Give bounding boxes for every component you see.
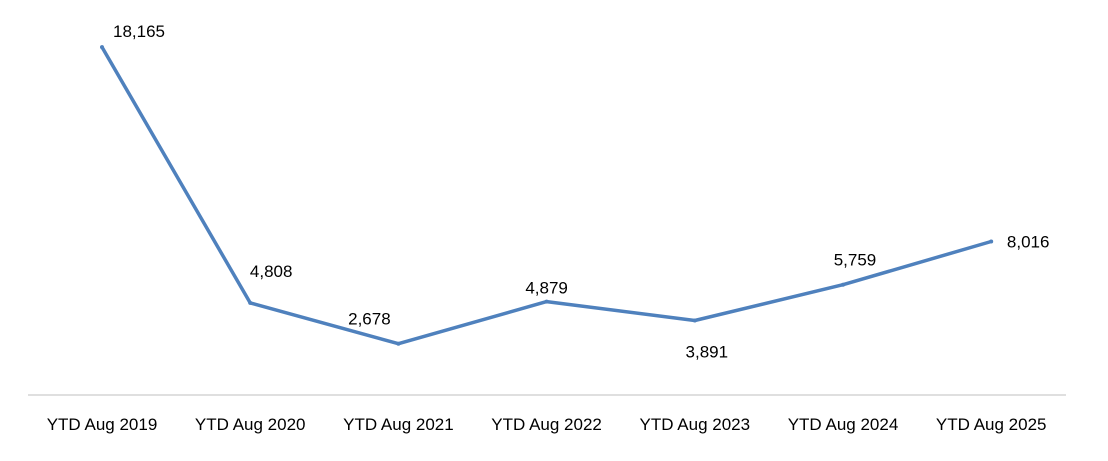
data-label: 4,808 [250, 262, 293, 281]
data-point [248, 300, 253, 305]
data-point [692, 318, 697, 323]
data-label: 5,759 [834, 251, 877, 270]
data-label: 3,891 [686, 342, 729, 361]
x-tick-label: YTD Aug 2021 [343, 415, 454, 434]
x-tick-label: YTD Aug 2024 [788, 415, 899, 434]
x-tick-label: YTD Aug 2022 [491, 415, 602, 434]
series-line [100, 45, 993, 346]
data-label: 4,879 [525, 279, 568, 298]
x-tick-label: YTD Aug 2025 [936, 415, 1047, 434]
data-label: 8,016 [1007, 232, 1050, 251]
x-tick-labels-layer: YTD Aug 2019 YTD Aug 2020 YTD Aug 2021 YTD … [47, 415, 1047, 434]
data-point [100, 45, 104, 50]
series-layer [100, 45, 994, 346]
data-point [989, 239, 994, 244]
x-tick-label: YTD Aug 2020 [195, 415, 306, 434]
data-labels-layer: 18,165 4,808 2,678 4,879 3,891 5,759 8,016 [113, 22, 1049, 361]
x-tick-label: YTD Aug 2023 [640, 415, 751, 434]
data-label: 18,165 [113, 22, 165, 41]
data-point [544, 299, 549, 304]
data-point [396, 341, 401, 346]
data-label: 2,678 [348, 310, 391, 329]
data-point [841, 282, 845, 287]
x-tick-label: YTD Aug 2019 [47, 415, 158, 434]
